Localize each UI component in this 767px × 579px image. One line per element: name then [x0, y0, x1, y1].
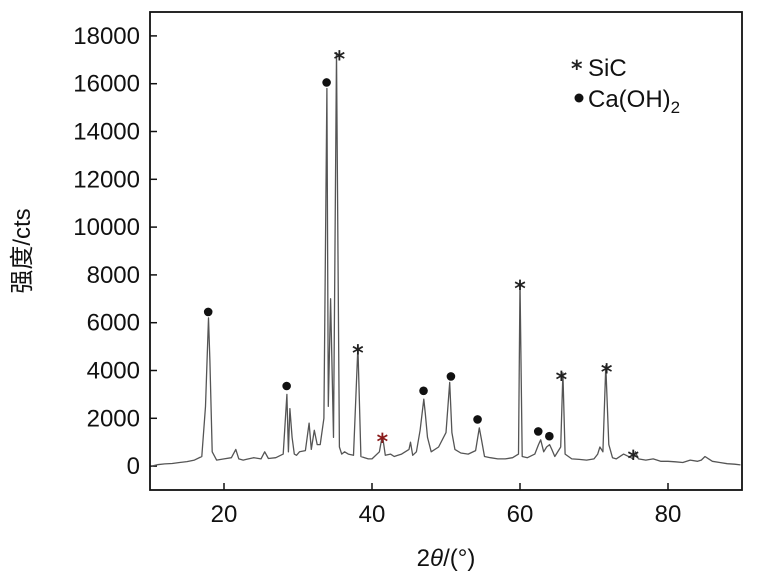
- caoh2-peak-marker: [282, 381, 291, 391]
- legend-label-caoh2: Ca(OH)2: [588, 86, 680, 117]
- sic-peak-marker: *: [334, 48, 346, 73]
- y-axis-ticks: 0 2000 4000 6000 8000 10000 12000 14000 16000 180…: [73, 23, 157, 480]
- caoh2-peak-marker: [473, 415, 482, 424]
- caoh2-peak-marker: [545, 431, 554, 441]
- caoh2-peak-marker: [446, 372, 456, 381]
- sic-peak-marker: *: [556, 368, 568, 393]
- peak-markers: * * * * * * *: [203, 48, 639, 472]
- legend: * SiC Ca(OH)2: [571, 55, 680, 117]
- y-tick-label: 14000: [73, 119, 140, 146]
- y-tick-label: 8000: [87, 262, 140, 289]
- sic-peak-marker: *: [352, 342, 364, 367]
- legend-dot-marker: [574, 93, 584, 103]
- legend-star-marker: *: [571, 57, 583, 82]
- sic-peak-marker: *: [514, 277, 526, 302]
- sic-peak-marker: *: [601, 361, 613, 386]
- xrd-pattern-line: [151, 51, 741, 467]
- x-axis-ticks: 20 40 60 80: [211, 483, 682, 528]
- y-tick-label: 2000: [87, 405, 140, 432]
- y-tick-label: 18000: [73, 23, 140, 50]
- caoh2-peak-marker: [419, 386, 428, 396]
- y-tick-label: 12000: [73, 166, 140, 193]
- legend-label-sic: SiC: [588, 55, 627, 82]
- sic-peak-marker: *: [627, 447, 639, 472]
- x-tick-label: 80: [655, 501, 682, 528]
- x-tick-label: 40: [359, 501, 386, 528]
- y-tick-label: 0: [127, 453, 140, 480]
- sic-peak-marker: *: [377, 430, 389, 455]
- y-tick-label: 6000: [87, 310, 140, 337]
- caoh2-peak-marker: [533, 427, 543, 436]
- y-tick-label: 4000: [87, 358, 140, 385]
- x-axis-title: 2θ/(°): [417, 545, 476, 572]
- y-tick-label: 10000: [73, 214, 140, 241]
- plot-frame: [149, 11, 743, 491]
- x-tick-label: 20: [211, 501, 238, 528]
- y-axis-title: 强度/cts: [9, 208, 36, 293]
- x-tick-label: 60: [507, 501, 534, 528]
- series-layer: [151, 51, 741, 467]
- y-tick-label: 16000: [73, 71, 140, 98]
- caoh2-peak-marker: [203, 307, 213, 317]
- caoh2-peak-marker: [322, 78, 331, 87]
